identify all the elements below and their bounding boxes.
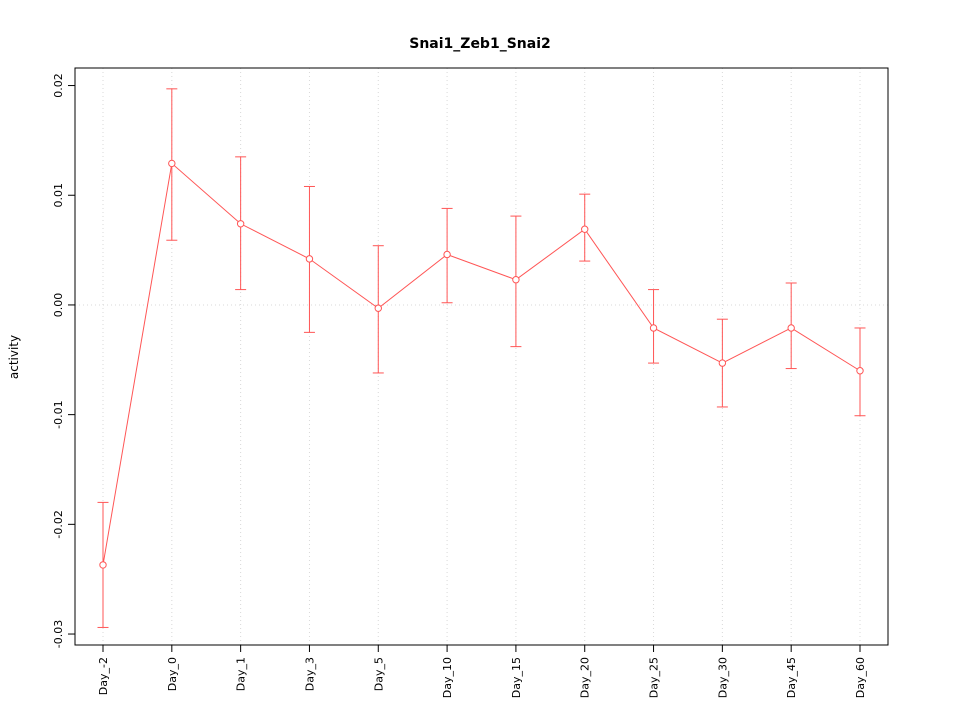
data-point <box>649 324 658 332</box>
x-tick-label: Day_30 <box>716 657 729 698</box>
data-point <box>374 304 382 312</box>
x-tick-label: Day_60 <box>854 657 867 698</box>
data-point <box>305 255 314 263</box>
data-point <box>443 250 451 259</box>
y-tick-label: -0.02 <box>52 510 65 538</box>
x-tick-label: Day_3 <box>303 657 316 691</box>
data-point <box>856 367 864 375</box>
plot-box <box>74 67 889 646</box>
x-tick-label: Day_45 <box>785 657 798 698</box>
data-point <box>787 324 795 332</box>
chart-title: Snai1_Zeb1_Snai2 <box>409 36 551 52</box>
data-point <box>581 225 589 233</box>
x-tick-label: Day_20 <box>579 657 592 698</box>
y-tick-label: 0.01 <box>52 183 65 208</box>
y-tick-label: -0.01 <box>52 400 65 428</box>
data-point <box>718 359 727 367</box>
x-tick-label: Day_15 <box>510 657 523 698</box>
data-point <box>99 561 107 569</box>
data-point <box>512 276 520 284</box>
data-point <box>168 159 176 168</box>
x-tick-label: Day_-2 <box>97 657 110 695</box>
series-line <box>102 162 861 566</box>
y-axis-title: activity <box>7 334 21 380</box>
x-tick-label: Day_25 <box>648 657 661 698</box>
y-tick-label: -0.03 <box>52 620 65 648</box>
x-tick-label: Day_5 <box>372 657 385 691</box>
x-tick-label: Day_0 <box>166 657 179 691</box>
y-tick-label: 0.00 <box>52 293 65 318</box>
x-tick-label: Day_1 <box>235 657 248 691</box>
x-tick-label: Day_10 <box>441 657 454 698</box>
data-point <box>236 220 245 228</box>
y-tick-label: 0.02 <box>52 73 65 98</box>
